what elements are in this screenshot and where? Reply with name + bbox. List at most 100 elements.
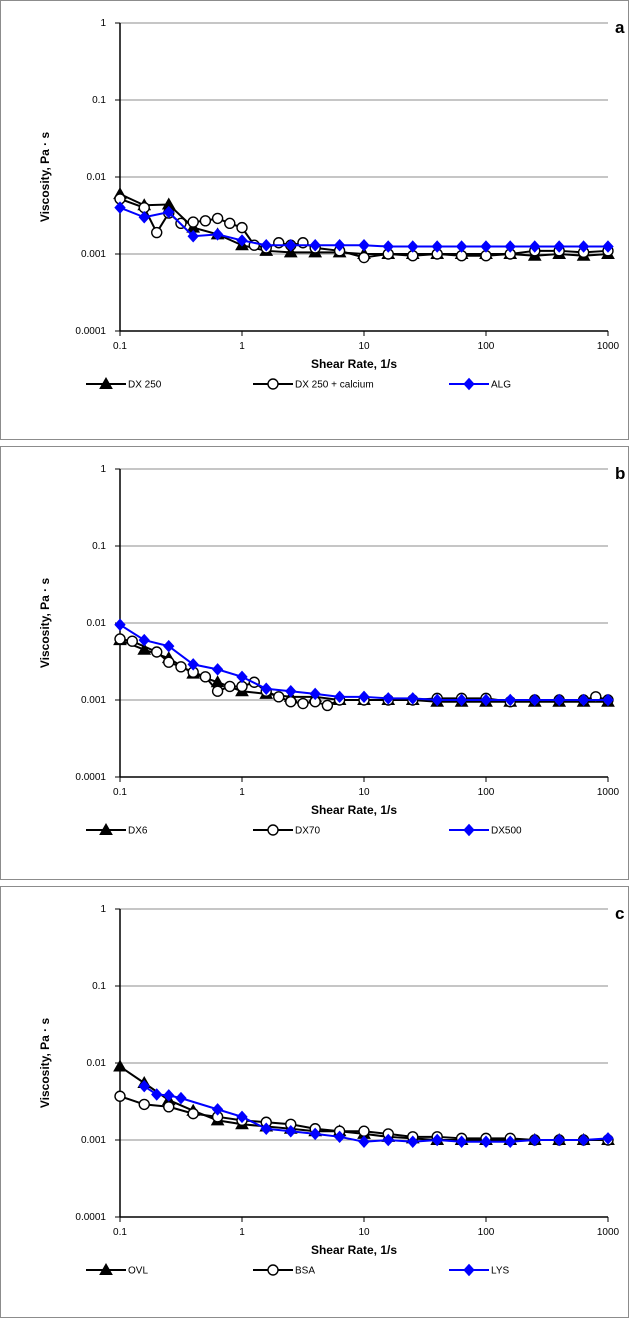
- data-point: [297, 237, 309, 249]
- x-tick-label: 0.1: [113, 1227, 127, 1238]
- data-point: [138, 1079, 150, 1093]
- x-tick-label: 0.1: [113, 341, 127, 352]
- y-axis-title: Viscosity, Pa · s: [38, 1018, 52, 1109]
- data-point: [126, 635, 138, 647]
- data-point: [114, 201, 126, 214]
- data-point: [553, 240, 565, 253]
- data-point: [431, 240, 443, 253]
- data-point: [224, 217, 236, 230]
- data-point: [163, 656, 175, 668]
- data-point: [602, 240, 614, 253]
- data-point: [382, 692, 394, 705]
- legend-entry: DX6: [86, 822, 148, 837]
- data-point: [382, 1133, 394, 1147]
- data-point: [236, 234, 248, 247]
- legend-entry: DX500: [449, 823, 522, 837]
- x-axis-title: Shear Rate, 1/s: [311, 1243, 397, 1257]
- legend-label: DX6: [128, 826, 148, 837]
- data-point: [480, 693, 492, 707]
- x-tick-label: 10: [358, 341, 370, 352]
- data-point: [407, 240, 419, 253]
- y-tick-label: 1: [100, 904, 106, 915]
- data-point: [163, 1101, 175, 1113]
- y-tick-label: 0.1: [92, 95, 106, 106]
- data-point: [309, 238, 321, 252]
- legend-entry: OVL: [86, 1262, 148, 1277]
- y-tick-label: 0.0001: [75, 326, 106, 337]
- legend-entry: BSA: [253, 1264, 315, 1277]
- data-point: [163, 639, 175, 653]
- chart-panel-c: 0.0001 0.001 0.01 0.1 1 0.1 1 10 100 1000 Shear Ra…: [0, 886, 629, 1318]
- data-point: [260, 682, 272, 695]
- data-point: [114, 1090, 126, 1102]
- legend-marker: [99, 822, 113, 835]
- data-point: [187, 658, 199, 671]
- data-point: [504, 693, 516, 707]
- data-point: [285, 696, 297, 708]
- data-point: [407, 692, 419, 705]
- data-point: [236, 221, 248, 234]
- data-point: [114, 618, 126, 631]
- legend-marker: [463, 1263, 475, 1277]
- data-point: [309, 1127, 321, 1141]
- data-point: [211, 663, 224, 676]
- data-point: [577, 1133, 590, 1147]
- data-point: [504, 240, 516, 253]
- chart-panel-b: 0.0001 0.001 0.01 0.1 1 0.1 1 10 100 1000 Shear Ra…: [0, 446, 629, 880]
- data-point: [553, 693, 565, 707]
- data-point: [138, 211, 150, 224]
- legend-entry: LYS: [449, 1263, 509, 1277]
- data-point: [333, 690, 346, 704]
- legend-entry: DX 250 + calcium: [253, 378, 374, 391]
- data-point: [577, 693, 590, 707]
- data-point: [431, 1133, 443, 1147]
- data-point: [455, 693, 468, 707]
- data-point: [455, 1135, 468, 1148]
- x-tick-label: 100: [478, 1227, 495, 1238]
- data-point: [138, 633, 150, 647]
- series-line: [119, 197, 609, 259]
- x-tick-label: 100: [478, 341, 495, 352]
- x-tick-label: 100: [478, 787, 495, 798]
- data-point: [114, 633, 126, 645]
- y-tick-label: 1: [100, 18, 106, 29]
- data-point: [211, 685, 224, 697]
- y-tick-label: 0.1: [92, 541, 106, 552]
- legend-marker: [267, 378, 279, 390]
- data-point: [187, 230, 199, 243]
- data-point: [283, 245, 298, 258]
- data-point: [285, 238, 297, 252]
- legend-label: DX500: [491, 826, 522, 837]
- x-tick-label: 10: [358, 787, 370, 798]
- data-point: [211, 1103, 224, 1116]
- y-tick-label: 0.01: [87, 618, 107, 629]
- legend-label: BSA: [295, 1266, 315, 1277]
- legend-entry: DX 250: [86, 376, 162, 391]
- y-tick-label: 0.001: [81, 695, 106, 706]
- data-point: [480, 1135, 492, 1148]
- legend-marker: [99, 376, 113, 389]
- x-tick-label: 1: [239, 787, 245, 798]
- data-point: [187, 216, 199, 228]
- data-point: [480, 240, 492, 253]
- legend-marker: [99, 1262, 113, 1275]
- panel-label: b: [615, 464, 625, 483]
- data-point: [529, 693, 541, 707]
- data-point: [602, 1132, 614, 1145]
- y-axis-title: Viscosity, Pa · s: [38, 132, 52, 223]
- y-tick-label: 0.01: [87, 1058, 107, 1069]
- data-point: [163, 1089, 175, 1102]
- data-point: [577, 240, 590, 253]
- x-tick-label: 1: [239, 1227, 245, 1238]
- data-point: [224, 680, 236, 693]
- data-point: [297, 697, 309, 710]
- data-point: [211, 212, 224, 225]
- data-point: [529, 240, 541, 253]
- data-point: [529, 1133, 541, 1147]
- legend-entry: ALG: [449, 377, 511, 391]
- data-point: [358, 251, 370, 264]
- x-tick-label: 1: [239, 341, 245, 352]
- data-point: [309, 687, 321, 701]
- data-point: [175, 1091, 187, 1105]
- data-point: [602, 693, 614, 707]
